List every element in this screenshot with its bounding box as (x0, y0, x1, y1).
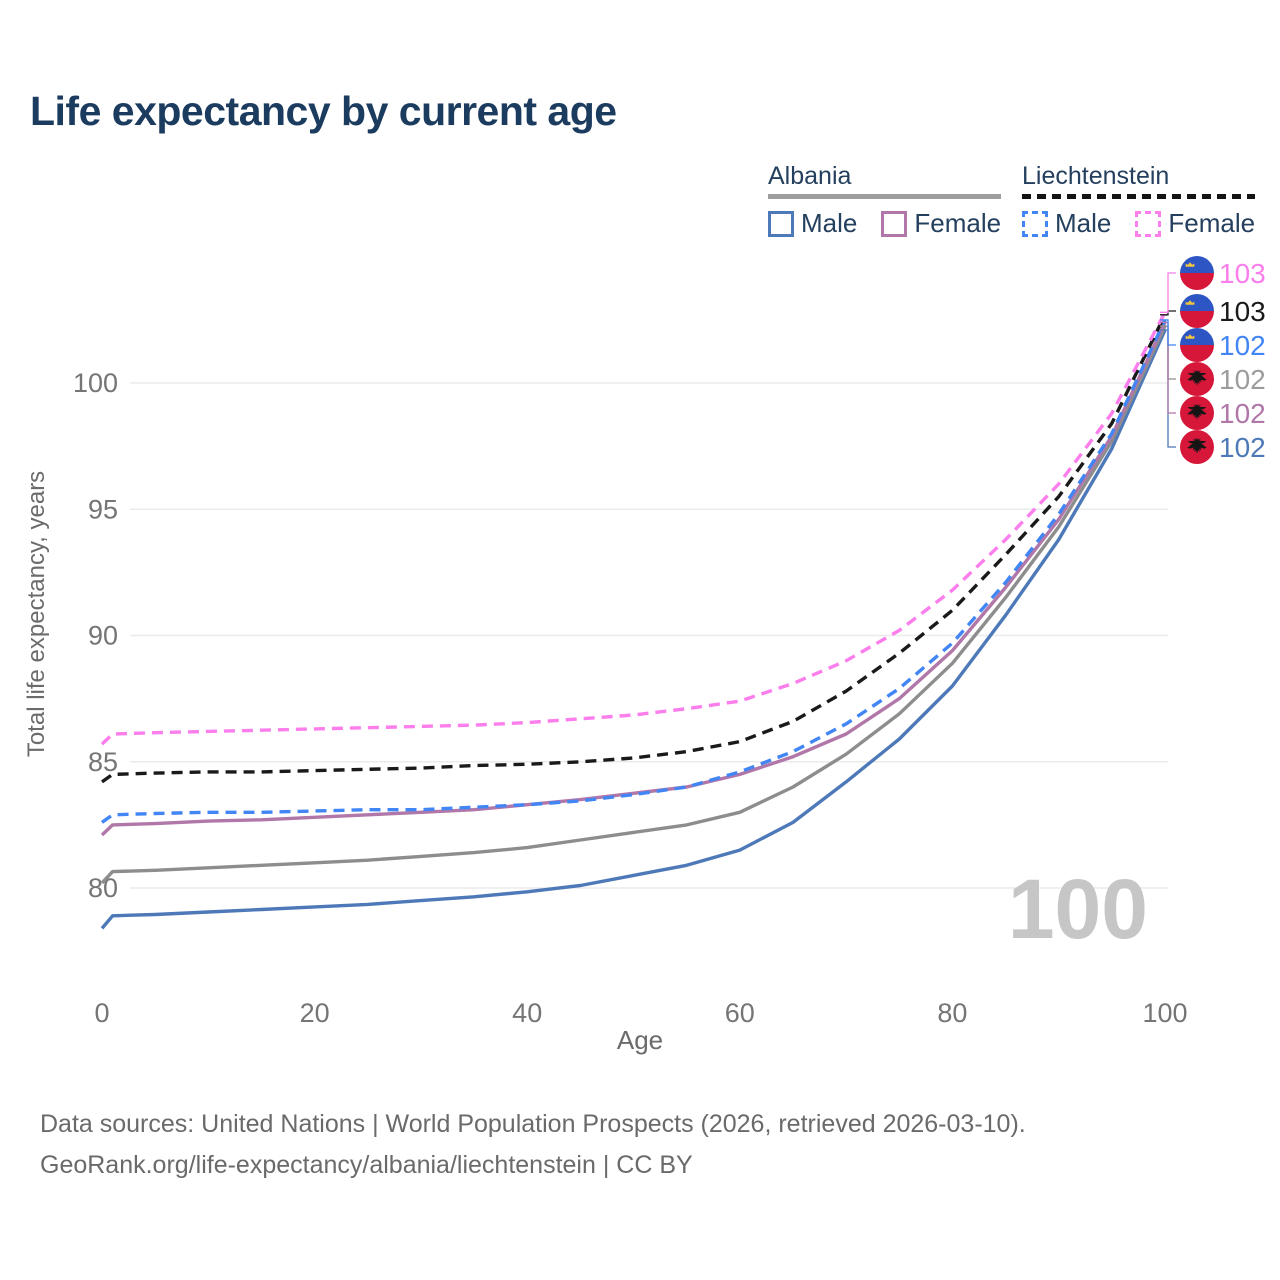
y-tick-label: 100 (73, 368, 118, 398)
legend-country-albania: Albania (768, 162, 852, 190)
legend-label: Male (1055, 208, 1112, 238)
albania-line-style-swatch (768, 194, 1002, 199)
legend-country-liechtenstein: Liechtenstein (1022, 162, 1170, 190)
y-axis-title: Total life expectancy, years (23, 471, 50, 757)
x-tick-label: 80 (937, 998, 967, 1028)
legend-item-albania-female: Female (881, 208, 1001, 239)
end-value-label: 102 (1219, 398, 1266, 429)
series-line-liechtenstein-total (101, 314, 1167, 784)
flag-liechtenstein-icon (1180, 256, 1214, 290)
y-tick-label: 80 (88, 873, 118, 903)
legend-label: Female (1168, 208, 1256, 238)
end-value-label: 102 (1219, 364, 1266, 395)
y-tick-label: 85 (88, 747, 118, 777)
end-value-label: 103 (1219, 258, 1266, 289)
end-value-label: 102 (1219, 432, 1266, 463)
liechtenstein-male-swatch (1022, 210, 1048, 237)
x-tick-label: 0 (94, 998, 109, 1028)
series-line-liechtenstein-male (101, 319, 1167, 824)
series-line-albania-male (100, 329, 1167, 930)
flag-liechtenstein-icon (1180, 328, 1214, 362)
leader-line (1160, 319, 1176, 346)
footer-data-sources: Data sources: United Nations | World Pop… (40, 1110, 1026, 1138)
legend-item-albania-male: Male (768, 208, 857, 239)
legend-item-liechtenstein-male: Male (1022, 208, 1111, 239)
page-title: Life expectancy by current age (30, 88, 617, 134)
leader-line (1160, 321, 1176, 414)
legend-item-liechtenstein-female: Female (1135, 208, 1255, 239)
liechtenstein-line-style-swatch (1022, 194, 1256, 199)
series-line-albania-total (100, 325, 1167, 885)
legend-label: Female (914, 208, 1002, 238)
footer: Data sources: United Nations | World Pop… (40, 1104, 1026, 1186)
y-tick-label: 95 (88, 494, 118, 524)
y-tick-label: 90 (88, 621, 118, 651)
footer-attribution: GeoRank.org/life-expectancy/albania/liec… (40, 1151, 693, 1179)
x-tick-label: 40 (512, 998, 542, 1028)
x-axis-title: Age (617, 1025, 663, 1055)
legend-label: Male (801, 208, 858, 238)
x-tick-label: 100 (1142, 998, 1187, 1028)
x-tick-label: 20 (300, 998, 330, 1028)
flag-liechtenstein-icon (1180, 294, 1214, 328)
series-line-albania-female (100, 321, 1167, 837)
albania-male-swatch (768, 210, 794, 237)
series-line-liechtenstein-female (100, 311, 1167, 746)
end-value-label: 103 (1219, 296, 1266, 327)
legend-group-liechtenstein: Liechtenstein Male Female (1022, 162, 1256, 239)
flag-albania-icon (1180, 396, 1214, 430)
leader-line (1160, 272, 1176, 313)
legend-group-albania: Albania Male Female (768, 162, 1002, 239)
x-tick-label: 60 (725, 998, 755, 1028)
albania-female-swatch (881, 210, 908, 237)
liechtenstein-female-swatch (1135, 210, 1162, 237)
flag-albania-icon (1180, 430, 1214, 464)
end-value-label: 102 (1219, 330, 1266, 361)
age-watermark: 100 (1008, 862, 1148, 956)
flag-albania-icon (1180, 362, 1214, 396)
